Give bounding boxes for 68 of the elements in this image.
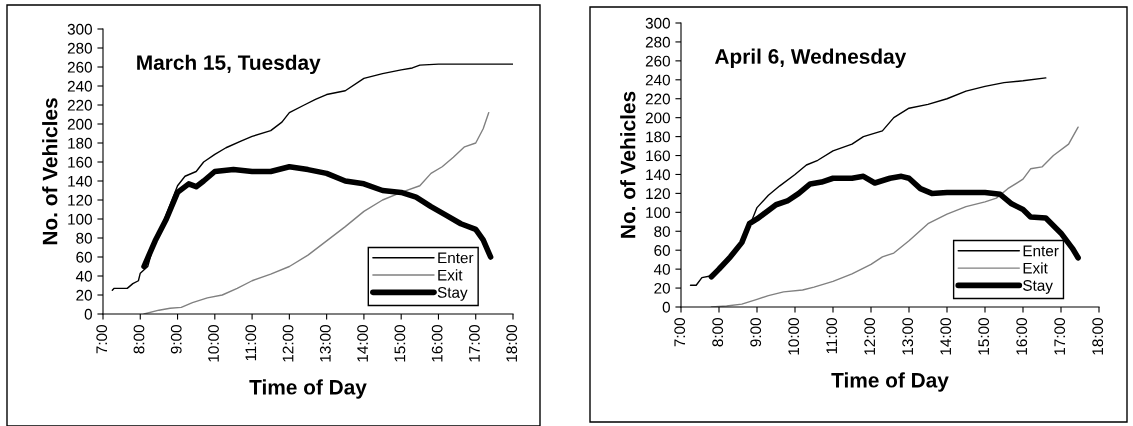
x-tick-label: 16:00: [431, 325, 443, 362]
y-axis-title: No. of Vehicles: [620, 91, 636, 238]
y-tick-label: 20: [654, 282, 670, 294]
y-tick-label: 180: [68, 137, 92, 149]
text: April 6, Wednesday: [714, 48, 907, 68]
y-tick-label: 200: [645, 112, 670, 124]
y-tick-label: 260: [67, 61, 92, 73]
y-tick-label: 260: [645, 55, 670, 67]
y-tick-label: 120: [68, 194, 92, 206]
x-tick-label: 14:00: [357, 325, 369, 362]
x-tick-label: 8:00: [133, 325, 145, 354]
y-tick-label: 60: [76, 251, 92, 263]
y-tick-label: 160: [68, 156, 92, 168]
x-tick-label: 18:00: [506, 325, 518, 362]
x-tick-label: 18:00: [1092, 318, 1104, 355]
y-tick-label: 20: [76, 289, 92, 301]
y-tick-label: 0: [84, 308, 92, 320]
y-tick-label: 180: [646, 131, 670, 143]
y-tick-label: 120: [646, 188, 670, 200]
legend-label: Stay: [437, 287, 468, 301]
y-tick-label: 60: [654, 245, 670, 256]
x-tick-label: 7:00: [96, 325, 108, 354]
y-tick-label: 300: [67, 23, 92, 35]
y-tick-label: 200: [67, 118, 92, 130]
y-tick-label: 140: [68, 175, 92, 187]
x-tick-label: 9:00: [750, 318, 762, 347]
x-tick-label: 14:00: [940, 318, 952, 355]
y-axis-title: No. of Vehicles: [42, 98, 58, 245]
y-tick-label: 280: [645, 36, 670, 48]
x-tick-label: 16:00: [1016, 318, 1028, 355]
y-tick-label: 280: [67, 42, 92, 54]
x-tick-label: 10:00: [208, 325, 219, 362]
y-tick-label: 40: [653, 264, 670, 275]
y-tick-label: 40: [75, 270, 92, 282]
legend-label: Enter: [1023, 245, 1059, 257]
legend-label: Enter: [438, 252, 474, 264]
x-tick-label: 17:00: [1054, 318, 1066, 355]
x-tick-label: 7:00: [674, 318, 686, 347]
x-tick-label: 8:00: [712, 318, 724, 347]
x-tick-label: 11:00: [826, 318, 838, 354]
x-tick-label: 12:00: [864, 318, 876, 355]
y-tick-label: 140: [646, 169, 670, 181]
y-tick-label: 220: [67, 99, 92, 111]
x-tick-label: 13:00: [319, 325, 331, 362]
legend-label: Exit: [438, 269, 463, 281]
y-tick-label: 240: [645, 74, 670, 86]
legend-label: Exit: [1023, 262, 1048, 274]
y-tick-label: 240: [67, 80, 92, 92]
text: March 15, Tuesday: [137, 54, 321, 75]
x-tick-label: 9:00: [170, 325, 182, 354]
legend-label: Stay: [1023, 280, 1053, 294]
x-tick-label: 11:00: [245, 325, 257, 361]
y-tick-label: 160: [646, 150, 670, 162]
x-tick-label: 15:00: [394, 325, 406, 362]
y-tick-label: 100: [68, 213, 92, 225]
y-tick-label: 220: [645, 93, 670, 105]
x-axis-title: Time of Day: [249, 379, 367, 399]
y-tick-label: 300: [645, 17, 670, 29]
y-tick-label: 80: [654, 226, 670, 237]
y-tick-label: 0: [662, 301, 670, 313]
x-tick-label: 17:00: [469, 325, 480, 362]
y-tick-label: 100: [646, 207, 670, 219]
x-tick-label: 12:00: [282, 325, 294, 362]
x-tick-label: 10:00: [788, 318, 800, 355]
x-tick-label: 13:00: [902, 318, 914, 355]
y-tick-label: 80: [76, 232, 92, 244]
x-tick-label: 15:00: [978, 318, 990, 355]
x-axis-title: Time of Day: [831, 372, 949, 392]
